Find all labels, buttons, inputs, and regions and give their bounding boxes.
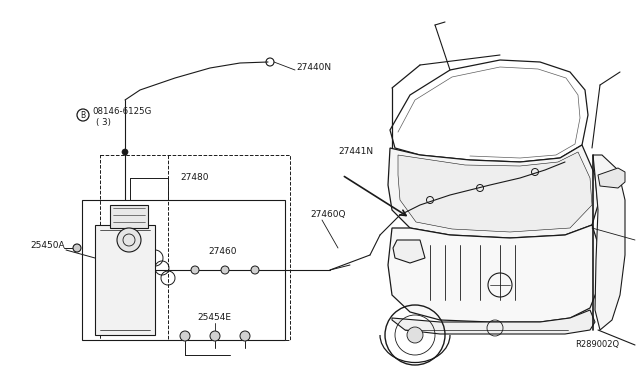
Polygon shape xyxy=(393,240,425,263)
Polygon shape xyxy=(388,145,598,238)
Polygon shape xyxy=(598,168,625,188)
Text: 25450A: 25450A xyxy=(30,241,65,250)
Polygon shape xyxy=(593,155,625,330)
Text: 27441N: 27441N xyxy=(338,148,373,157)
Circle shape xyxy=(73,244,81,252)
Circle shape xyxy=(180,331,190,341)
Text: 08146-6125G: 08146-6125G xyxy=(92,108,152,116)
Text: 25454E: 25454E xyxy=(197,314,231,323)
Text: B: B xyxy=(81,110,86,119)
Text: 27480: 27480 xyxy=(180,173,209,183)
Circle shape xyxy=(210,331,220,341)
Polygon shape xyxy=(398,152,592,232)
Text: ( 3): ( 3) xyxy=(96,118,111,126)
Text: R289002Q: R289002Q xyxy=(575,340,619,350)
Text: 27440N: 27440N xyxy=(296,64,331,73)
Polygon shape xyxy=(95,225,155,335)
Polygon shape xyxy=(392,310,595,334)
Circle shape xyxy=(251,266,259,274)
Polygon shape xyxy=(388,225,600,322)
Circle shape xyxy=(117,228,141,252)
Text: 27460Q: 27460Q xyxy=(310,211,346,219)
Circle shape xyxy=(221,266,229,274)
Circle shape xyxy=(191,266,199,274)
Polygon shape xyxy=(110,205,148,228)
Circle shape xyxy=(240,331,250,341)
Circle shape xyxy=(122,149,128,155)
Circle shape xyxy=(407,327,423,343)
Text: 27460: 27460 xyxy=(208,247,237,257)
